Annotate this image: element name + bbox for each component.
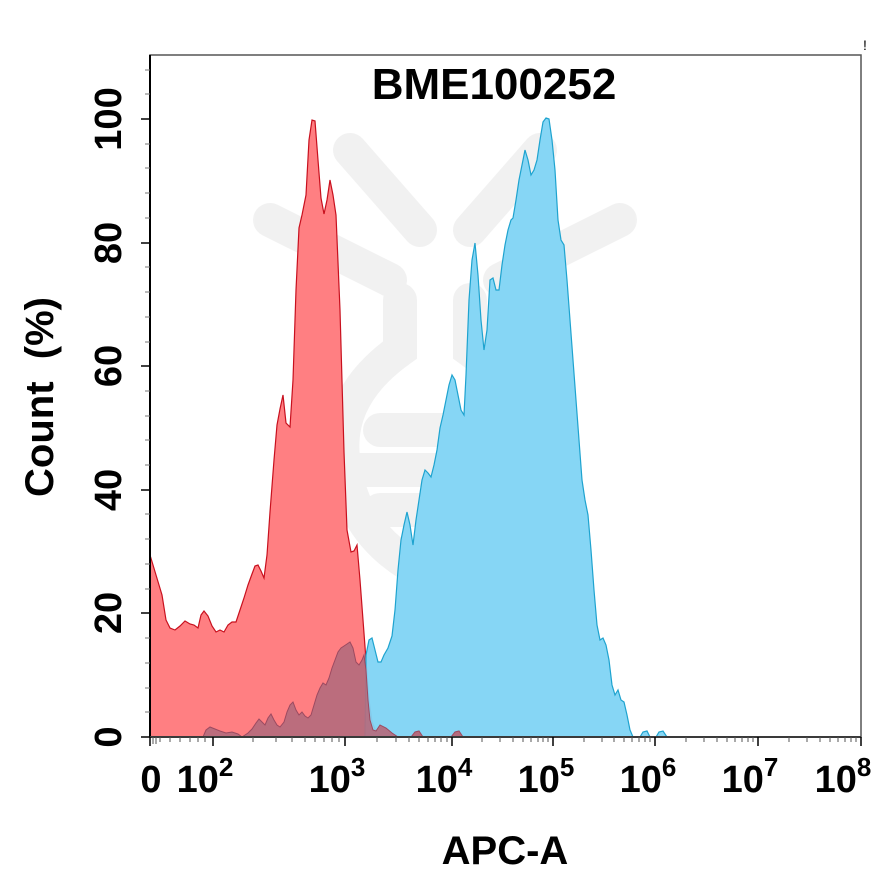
y-tick-label: 100: [88, 87, 130, 150]
x-axis-title: APC-A: [442, 829, 569, 873]
x-tick-label: 103: [309, 752, 366, 801]
y-tick-label: 40: [88, 469, 130, 511]
y-tick-label: 20: [88, 592, 130, 634]
y-tick-label: 60: [88, 345, 130, 387]
x-axis-minor-ticks: [152, 737, 857, 744]
x-axis-major-ticks: [149, 737, 862, 746]
x-tick-label: 108: [815, 752, 872, 801]
chart-title: BME100252: [372, 60, 617, 109]
y-axis-minor-ticks: [145, 69, 150, 713]
x-tick-labels: 0 102 103 104 105 106 107 108: [140, 752, 871, 801]
y-axis-ticks: [141, 118, 150, 738]
y-tick-labels: 0 20 40 60 80 100: [88, 87, 130, 747]
x-tick-label: 102: [177, 752, 234, 801]
x-tick-label: 0: [140, 759, 161, 801]
y-tick-label: 80: [88, 222, 130, 264]
y-tick-label: 0: [88, 726, 130, 747]
control-histogram-red: [149, 119, 400, 738]
x-tick-label: 104: [416, 752, 473, 801]
overlap-region: [202, 641, 400, 738]
corner-mark: !: [863, 37, 867, 53]
sample-histogram-blue: [364, 117, 669, 738]
y-axis-title: Count (%): [18, 297, 62, 497]
x-tick-label: 107: [722, 752, 779, 801]
x-tick-label: 105: [518, 752, 575, 801]
x-tick-label: 106: [620, 752, 677, 801]
